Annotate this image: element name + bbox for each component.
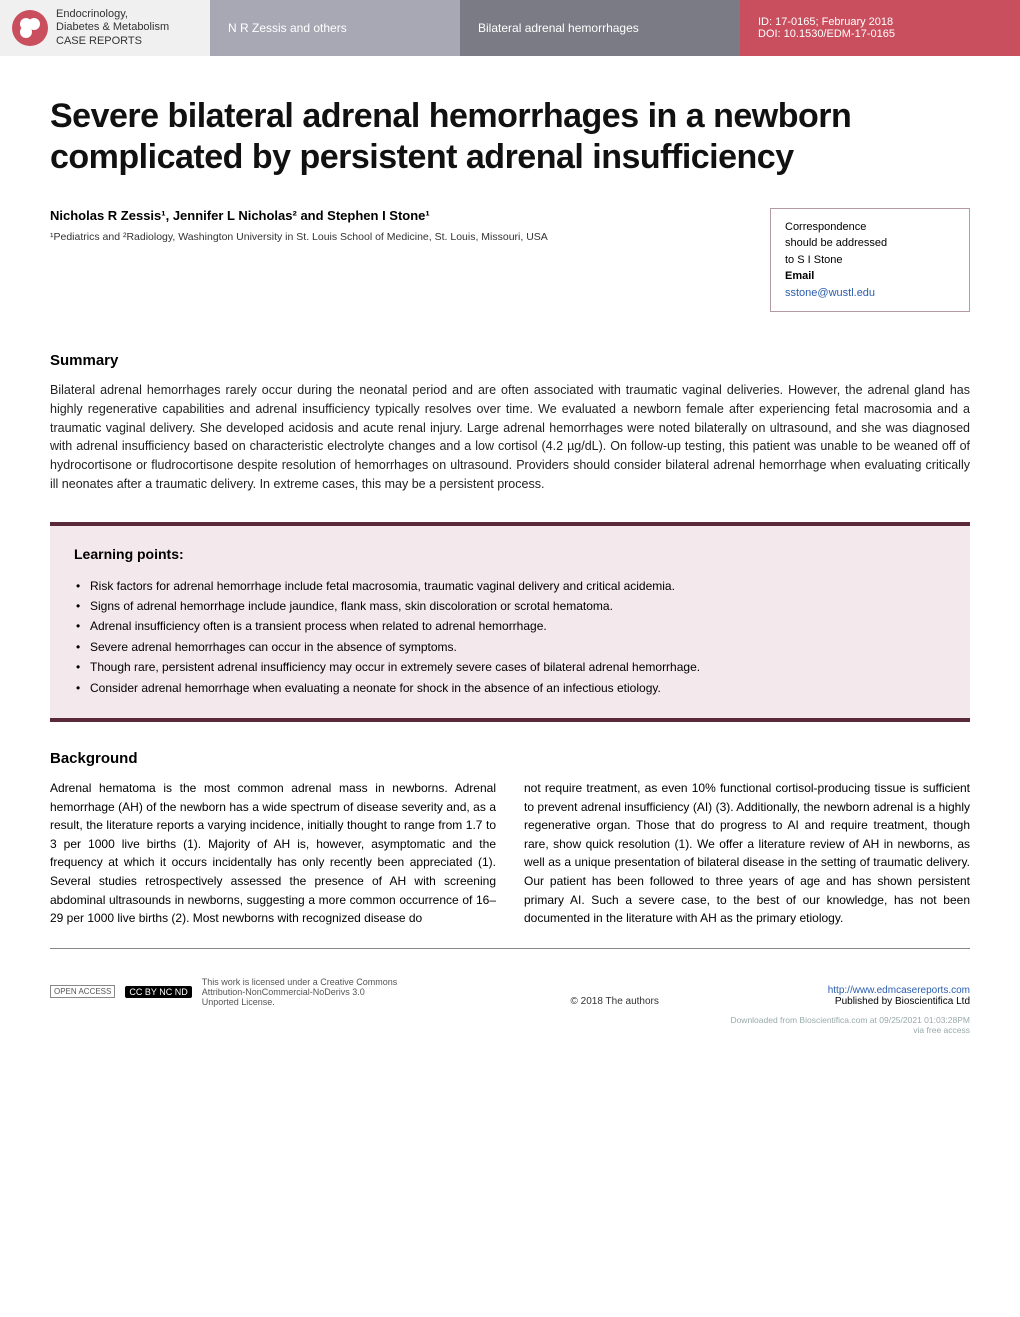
header-title-segment: Bilateral adrenal hemorrhages: [460, 0, 740, 56]
footer-copyright: © 2018 The authors: [571, 996, 659, 1007]
header-bar: Endocrinology, Diabetes & Metabolism CAS…: [0, 0, 1020, 56]
learning-point: Though rare, persistent adrenal insuffic…: [74, 657, 946, 677]
learning-points-list: Risk factors for adrenal hemorrhage incl…: [74, 576, 946, 698]
summary-heading: Summary: [50, 352, 970, 369]
footer-site-link[interactable]: http://www.edmcasereports.com: [828, 985, 970, 996]
journal-logo-text: Endocrinology, Diabetes & Metabolism CAS…: [56, 8, 169, 48]
article-title: Severe bilateral adrenal hemorrhages in …: [50, 96, 970, 178]
download-text: Downloaded from Bioscientifica.com at 09…: [730, 1015, 970, 1025]
affiliations: ¹Pediatrics and ²Radiology, Washington U…: [50, 231, 740, 243]
footer-left: OPEN ACCESS CC BY NC ND This work is lic…: [50, 977, 402, 1007]
license-text: This work is licensed under a Creative C…: [202, 977, 402, 1007]
correspondence-box: Correspondence should be addressed to S …: [770, 208, 970, 313]
authors-names: Nicholas R Zessis¹, Jennifer L Nicholas²…: [50, 208, 740, 223]
download-via: via free access: [913, 1025, 970, 1035]
cc-badge-icon: CC BY NC ND: [125, 986, 191, 998]
article-id: ID: 17-0165; February 2018: [758, 16, 893, 28]
open-access-badge: OPEN ACCESS: [50, 985, 115, 998]
correspondence-email-link[interactable]: sstone@wustl.edu: [785, 287, 875, 299]
learning-point: Consider adrenal hemorrhage when evaluat…: [74, 678, 946, 698]
authors-block: Nicholas R Zessis¹, Jennifer L Nicholas²…: [50, 208, 740, 243]
correspondence-line1: should be addressed: [785, 235, 955, 252]
download-note: Downloaded from Bioscientifica.com at 09…: [0, 1013, 1020, 1045]
correspondence-line2: to S I Stone: [785, 252, 955, 269]
background-col-left: Adrenal hematoma is the most common adre…: [50, 779, 496, 928]
content-area: Severe bilateral adrenal hemorrhages in …: [0, 56, 1020, 948]
footer-right: http://www.edmcasereports.com Published …: [828, 985, 970, 1007]
footer: OPEN ACCESS CC BY NC ND This work is lic…: [0, 967, 1020, 1013]
footer-publisher: Published by Bioscientifica Ltd: [835, 996, 970, 1007]
background-heading: Background: [50, 750, 970, 767]
journal-logo-area: Endocrinology, Diabetes & Metabolism CAS…: [0, 0, 210, 56]
learning-point: Risk factors for adrenal hemorrhage incl…: [74, 576, 946, 596]
background-columns: Adrenal hematoma is the most common adre…: [50, 779, 970, 928]
header-id-segment: ID: 17-0165; February 2018 DOI: 10.1530/…: [740, 0, 1020, 56]
footer-divider: [50, 948, 970, 949]
learning-points-box: Learning points: Risk factors for adrena…: [50, 522, 970, 722]
header-authors-segment: N R Zessis and others: [210, 0, 460, 56]
authors-row: Nicholas R Zessis¹, Jennifer L Nicholas²…: [50, 208, 970, 313]
learning-point: Severe adrenal hemorrhages can occur in …: [74, 637, 946, 657]
summary-text: Bilateral adrenal hemorrhages rarely occ…: [50, 381, 970, 494]
learning-point: Signs of adrenal hemorrhage include jaun…: [74, 596, 946, 616]
learning-points-heading: Learning points:: [74, 546, 946, 562]
background-col-right: not require treatment, as even 10% funct…: [524, 779, 970, 928]
journal-logo-icon: [12, 10, 48, 46]
learning-point: Adrenal insufficiency often is a transie…: [74, 616, 946, 636]
article-doi: DOI: 10.1530/EDM-17-0165: [758, 28, 895, 40]
correspondence-heading: Correspondence: [785, 219, 955, 236]
correspondence-email-label: Email: [785, 268, 955, 285]
